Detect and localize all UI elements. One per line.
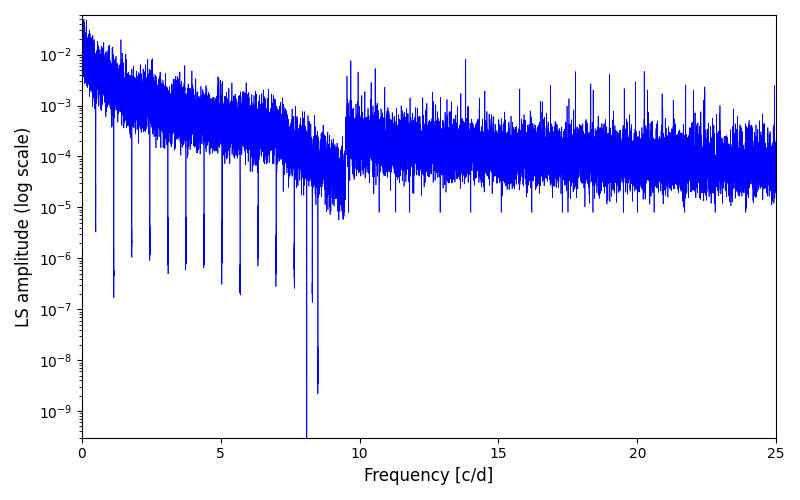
X-axis label: Frequency [c/d]: Frequency [c/d] (364, 467, 494, 485)
Y-axis label: LS amplitude (log scale): LS amplitude (log scale) (15, 126, 33, 326)
